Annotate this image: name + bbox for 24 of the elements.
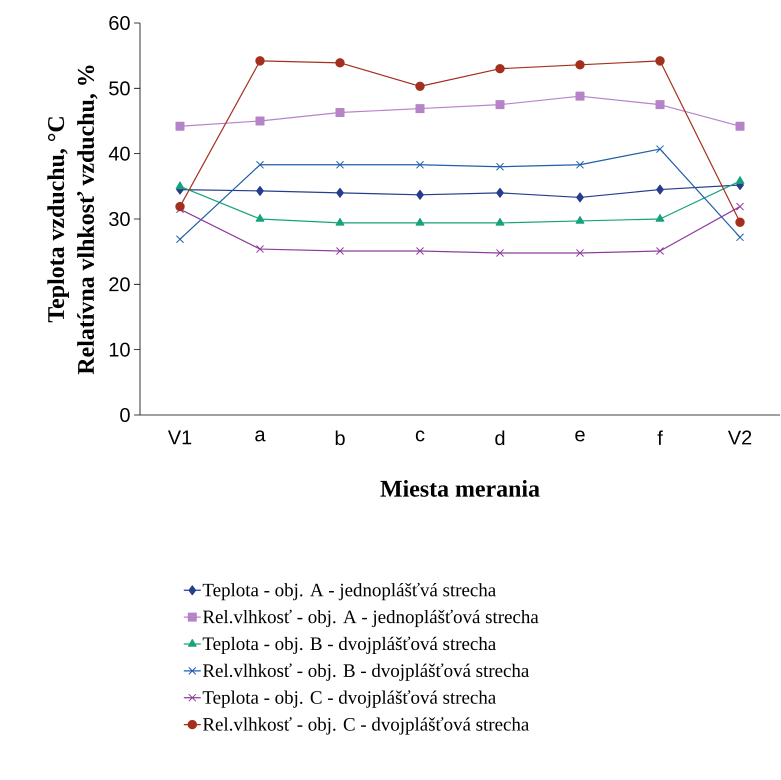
x-tick-label: V2 bbox=[728, 430, 752, 444]
x-tick-label: f bbox=[658, 430, 663, 445]
y-tick-label: 30 bbox=[109, 212, 130, 226]
y-tick-label: 0 bbox=[120, 408, 130, 422]
x-tick-label: e bbox=[575, 430, 585, 442]
x-axis-title: Miesta merania bbox=[380, 480, 540, 497]
y-tick-label: 40 bbox=[108, 146, 130, 161]
y-tick-label: 20 bbox=[109, 277, 130, 292]
y-tick-label: 60 bbox=[109, 16, 130, 30]
x-tick-label: V1 bbox=[168, 430, 192, 444]
x-tick-label: c bbox=[416, 430, 424, 442]
legend-label: Teplota - obj. C - dvojplášťová strecha bbox=[202, 690, 496, 708]
x-tick-label: a bbox=[255, 430, 266, 442]
y-tick-label: 10 bbox=[110, 342, 130, 357]
y-tick-label: 50 bbox=[109, 81, 130, 96]
text: Relatívna vlhkosť vzduchu, % bbox=[77, 66, 98, 374]
legend-label: Teplota - obj. A - jednoplášťvá strecha bbox=[202, 582, 496, 600]
legend-label: Rel.vlhkosť - obj. B - dvojplášťová strecha bbox=[202, 663, 530, 681]
legend-label: Rel.vlhkosť - obj. A - jednoplášťová strecha bbox=[202, 610, 538, 628]
text: Teplota vzduchu, °C bbox=[47, 117, 69, 322]
legend-label: Teplota - obj. B - dvojplášťová strecha bbox=[202, 636, 496, 654]
x-tick-label: d bbox=[495, 430, 504, 446]
x-tick-label: b bbox=[336, 430, 345, 446]
legend-label: Rel.vlhkosť - obj. C - dvojplášťová strecha bbox=[202, 717, 530, 735]
